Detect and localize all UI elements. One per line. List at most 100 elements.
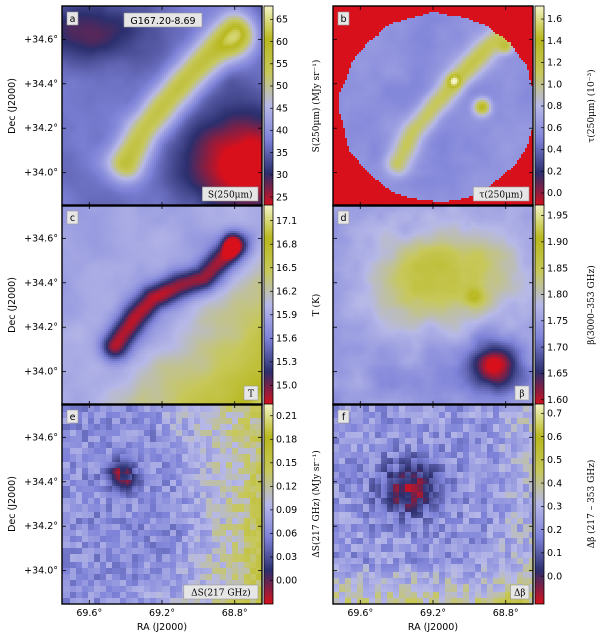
colorbar-tick-label: 50 xyxy=(276,81,288,92)
panel-letter-b: b xyxy=(340,14,346,25)
dec-tick-label: +34.0° xyxy=(24,367,58,378)
colorbar-tick-label: 1.60 xyxy=(547,395,568,406)
dec-tick-label: +34.4° xyxy=(24,79,58,90)
colorbar-tick-label: 0.8 xyxy=(547,101,562,112)
colorbar-tick-label: 0.4 xyxy=(547,478,562,489)
colorbar-tick-label: 1.2 xyxy=(547,58,562,69)
colorbar-tick-label: 35 xyxy=(276,148,288,159)
colorbar-tick-label: 60 xyxy=(276,37,288,48)
colorbar-c xyxy=(264,205,273,405)
colorbar-f xyxy=(535,404,544,604)
colorbar-tick-label: 17.1 xyxy=(276,216,297,227)
dec-axis-label: Dec (J2000) xyxy=(7,277,18,333)
inset-label-c: T xyxy=(248,390,254,400)
colorbar-tick-label: 1.6 xyxy=(547,14,562,25)
ra-tick-label: 68.8° xyxy=(222,608,248,619)
colorbar-tick-label: 1.85 xyxy=(547,263,568,274)
panel-letter-c: c xyxy=(70,213,75,224)
colorbar-label-c: T (K) xyxy=(311,294,322,317)
colorbar-label-b: τ(250μm) (10⁻³) xyxy=(586,69,597,142)
dec-tick-label: +34.2° xyxy=(24,322,58,333)
panel-letter-a: a xyxy=(70,14,76,25)
colorbar-tick-label: 1.90 xyxy=(547,237,568,248)
colorbar-tick-label: 0.06 xyxy=(276,529,297,540)
colorbar-tick-label: 0.6 xyxy=(547,432,562,443)
colorbar-tick-label: 65 xyxy=(276,15,288,26)
colorbar-tick-label: 16.2 xyxy=(276,286,297,297)
heatmap-panel-d xyxy=(333,205,533,405)
colorbar-tick-label: 0.7 xyxy=(547,409,562,420)
inset-label-b: τ(250μm) xyxy=(479,190,523,201)
colorbar-label-d: β(3000–353 GHz) xyxy=(586,265,597,344)
colorbar-tick-label: 0.4 xyxy=(547,145,562,156)
colorbar-e xyxy=(264,404,273,604)
inset-label-d: β xyxy=(519,390,524,400)
dec-axis-label: Dec (J2000) xyxy=(7,78,18,134)
ra-tick-label: 69.6° xyxy=(76,608,102,619)
colorbar-tick-label: 1.0 xyxy=(547,79,562,90)
colorbar-tick-label: 0.15 xyxy=(276,458,297,469)
colorbar-tick-label: 0.21 xyxy=(276,411,297,422)
colorbar-tick-label: 0.6 xyxy=(547,123,562,134)
dec-tick-label: +34.2° xyxy=(24,521,58,532)
ra-axis-label: RA (J2000) xyxy=(137,622,187,633)
ra-tick-label: 69.2° xyxy=(420,608,446,619)
colorbar-tick-label: 0.1 xyxy=(547,548,562,559)
colorbar-tick-label: 15.9 xyxy=(276,310,297,321)
ra-axis-label: RA (J2000) xyxy=(408,622,458,633)
heatmap-panel-f xyxy=(333,404,533,604)
colorbar-label-f: Δβ (217 – 353 GHz) xyxy=(586,460,597,549)
inset-label-a: S(250μm) xyxy=(208,190,253,201)
colorbar-tick-label: 0.0 xyxy=(547,188,562,199)
colorbar-label-e: ΔS(217 GHz) (MJy sr⁻¹) xyxy=(311,450,322,557)
colorbar-tick-label: 0.3 xyxy=(547,502,562,513)
colorbar-tick-label: 0.5 xyxy=(547,455,562,466)
ra-tick-label: 68.8° xyxy=(493,608,519,619)
colorbar-tick-label: 0.03 xyxy=(276,552,297,563)
colorbar-tick-label: 1.75 xyxy=(547,316,568,327)
dec-tick-label: +34.0° xyxy=(24,566,58,577)
colorbar-tick-label: 0.2 xyxy=(547,166,562,177)
colorbar-tick-label: 15.3 xyxy=(276,357,297,368)
colorbar-tick-label: 1.65 xyxy=(547,369,568,380)
dec-tick-label: +34.4° xyxy=(24,278,58,289)
colorbar-tick-label: 16.5 xyxy=(276,263,297,274)
dec-tick-label: +34.6° xyxy=(24,432,58,443)
colorbar-tick-label: 0.00 xyxy=(276,576,297,587)
colorbar-tick-label: 25 xyxy=(276,192,288,203)
heatmap-panel-b xyxy=(333,6,533,206)
heatmap-panel-e xyxy=(62,404,262,604)
colorbar-tick-label: 1.95 xyxy=(547,211,568,222)
colorbar-tick-label: 40 xyxy=(276,126,288,137)
colorbar-tick-label: 1.4 xyxy=(547,36,562,47)
colorbar-tick-label: 16.8 xyxy=(276,239,297,250)
dec-tick-label: +34.0° xyxy=(24,168,58,179)
dec-tick-label: +34.4° xyxy=(24,477,58,488)
field-name: G167.20-8.69 xyxy=(130,16,195,27)
dec-tick-label: +34.6° xyxy=(24,34,58,45)
heatmap-panel-c xyxy=(62,205,262,405)
map-layer xyxy=(62,6,533,604)
heatmap-panel-a xyxy=(62,6,262,206)
dec-tick-label: +34.6° xyxy=(24,233,58,244)
colorbar-tick-label: 0.18 xyxy=(276,434,297,445)
panel-letter-d: d xyxy=(340,213,346,224)
colorbar-tick-label: 30 xyxy=(276,170,288,181)
colorbar-tick-label: 0.12 xyxy=(276,482,297,493)
ra-tick-label: 69.2° xyxy=(149,608,175,619)
panel-letter-e: e xyxy=(70,412,76,423)
ra-tick-label: 69.6° xyxy=(347,608,373,619)
colorbar-tick-label: 0.0 xyxy=(547,571,562,582)
colorbar-tick-label: 0.09 xyxy=(276,505,297,516)
colorbar-tick-label: 55 xyxy=(276,59,288,70)
colorbar-tick-label: 0.2 xyxy=(547,525,562,536)
colorbar-tick-label: 15.6 xyxy=(276,334,297,345)
dec-axis-label: Dec (J2000) xyxy=(7,476,18,532)
colorbar-d xyxy=(535,205,544,405)
colorbar-tick-label: 1.80 xyxy=(547,290,568,301)
dec-tick-label: +34.2° xyxy=(24,123,58,134)
colorbar-a xyxy=(264,6,273,206)
colorbar-tick-label: 45 xyxy=(276,103,288,114)
colorbar-label-a: S(250μm) (MJy sr⁻¹) xyxy=(311,60,322,153)
